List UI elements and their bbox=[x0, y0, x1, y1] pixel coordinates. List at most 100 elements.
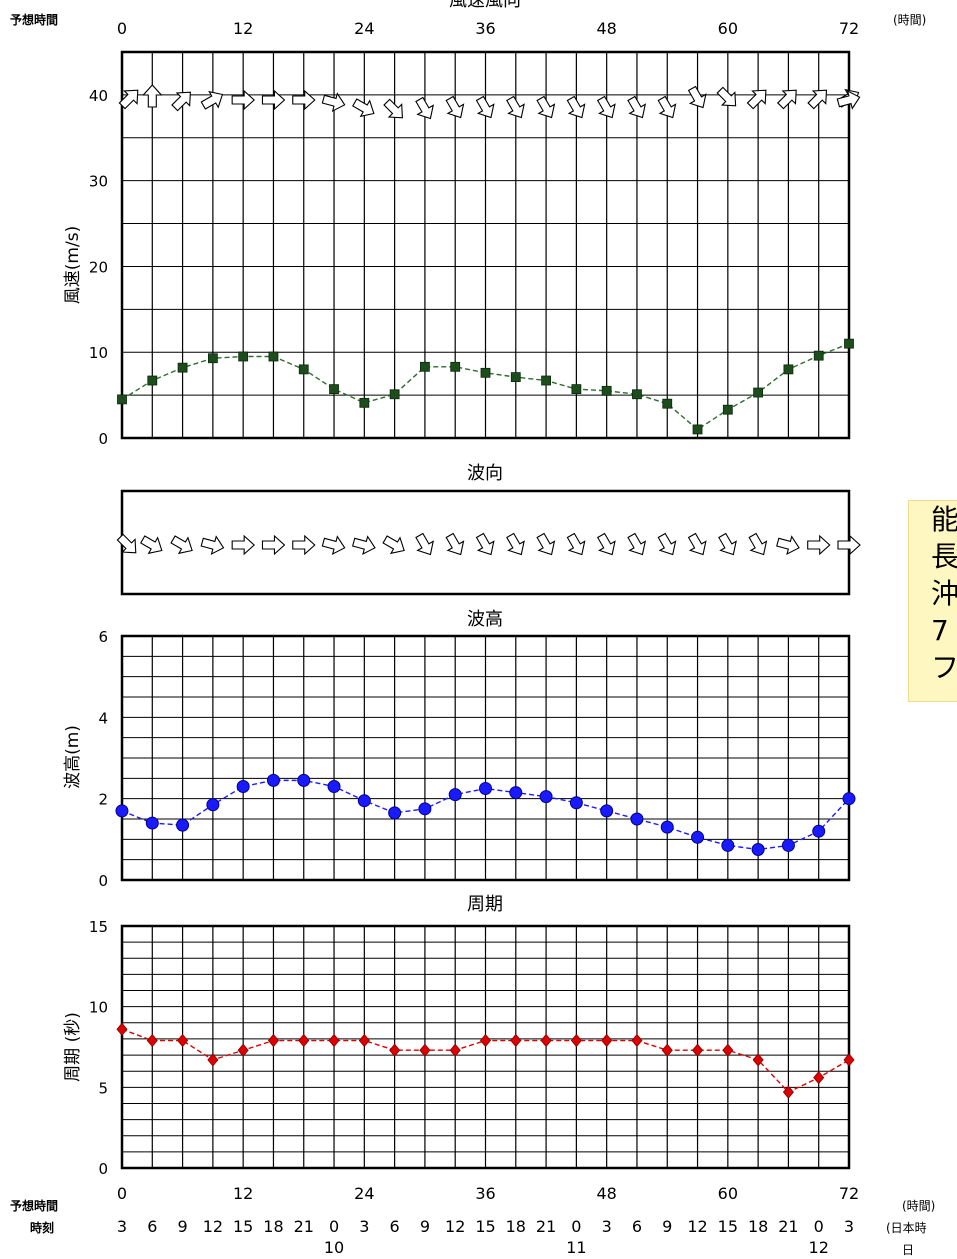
data-point bbox=[176, 818, 190, 832]
y-tick-label: 2 bbox=[98, 791, 108, 809]
direction-arrow bbox=[231, 534, 255, 556]
annotation-line: 長 bbox=[931, 540, 957, 573]
data-point bbox=[479, 782, 492, 795]
data-point bbox=[115, 804, 129, 818]
data-point bbox=[236, 779, 250, 793]
direction-arrow bbox=[718, 532, 737, 556]
data-point bbox=[510, 372, 521, 382]
panel-title-period: 周期 bbox=[467, 894, 503, 915]
data-point bbox=[601, 1033, 613, 1048]
direction-arrow bbox=[776, 535, 800, 556]
direction-arrow bbox=[807, 89, 828, 110]
direction-arrow bbox=[352, 98, 375, 118]
data-point bbox=[298, 364, 309, 375]
direction-arrow bbox=[351, 535, 376, 556]
direction-arrow bbox=[837, 534, 861, 556]
direction-arrow bbox=[170, 535, 193, 555]
y-tick-label: 40 bbox=[89, 87, 108, 105]
data-point bbox=[691, 830, 705, 844]
clock-tick-label: 6 bbox=[390, 1217, 400, 1236]
data-point bbox=[480, 367, 491, 378]
data-point bbox=[570, 1033, 582, 1048]
clock-tick-label: 18 bbox=[506, 1217, 526, 1236]
bottom-hours-unit: (時間) bbox=[902, 1199, 935, 1213]
data-point bbox=[267, 1033, 279, 1048]
y-tick-label: 4 bbox=[98, 709, 108, 727]
annotation-line: フ bbox=[931, 651, 957, 684]
direction-arrow bbox=[836, 89, 861, 110]
data-point bbox=[782, 1085, 794, 1099]
data-point bbox=[418, 802, 432, 816]
bottom-jst-label: (日本時 bbox=[886, 1221, 927, 1235]
day-marker-label: 11 bbox=[566, 1238, 586, 1257]
direction-arrow bbox=[292, 89, 316, 111]
clock-tick-label: 21 bbox=[778, 1217, 798, 1236]
data-point bbox=[813, 1071, 825, 1085]
clock-tick-label: 9 bbox=[662, 1217, 672, 1236]
top-x-tick-label: 12 bbox=[233, 19, 253, 38]
bottom-x-tick-label: 0 bbox=[117, 1184, 127, 1203]
bottom-x-tick-label: 48 bbox=[596, 1184, 616, 1203]
top-x-tick-label: 72 bbox=[839, 19, 859, 38]
annotation-note: 能 長 沖 7 フ bbox=[908, 500, 957, 702]
direction-arrow bbox=[261, 89, 286, 111]
wind-speed-panel: 0 10 20 30 40 bbox=[89, 50, 861, 448]
clock-tick-label: 15 bbox=[718, 1217, 738, 1236]
day-marker-label: 12 bbox=[809, 1238, 829, 1257]
wave-height-panel: 0 2 4 6 bbox=[98, 628, 856, 890]
clock-tick-label: 21 bbox=[536, 1217, 556, 1236]
direction-arrow bbox=[746, 89, 767, 110]
annotation-line: 7 bbox=[931, 614, 949, 647]
clock-tick-label: 18 bbox=[748, 1217, 768, 1236]
data-point bbox=[419, 1043, 431, 1057]
clock-tick-label: 6 bbox=[632, 1217, 642, 1236]
annotation-line: 能 bbox=[931, 503, 957, 536]
data-point bbox=[448, 788, 462, 802]
direction-arrow bbox=[566, 532, 586, 556]
top-x-tick-label: 24 bbox=[354, 19, 374, 38]
direction-arrow bbox=[445, 532, 465, 556]
data-point bbox=[206, 798, 220, 812]
direction-arrow bbox=[321, 535, 346, 556]
top-x-tick-label: 60 bbox=[718, 19, 738, 38]
clock-tick-label: 15 bbox=[475, 1217, 495, 1236]
data-point bbox=[630, 812, 644, 826]
y-tick-label: 10 bbox=[89, 999, 108, 1017]
clock-tick-label: 3 bbox=[844, 1217, 854, 1236]
direction-arrow bbox=[687, 85, 707, 109]
data-point bbox=[237, 1043, 249, 1057]
bottom-time-label: 時刻 bbox=[30, 1220, 54, 1235]
y-tick-label: 0 bbox=[98, 430, 108, 448]
data-point bbox=[631, 1033, 643, 1048]
direction-arrow bbox=[627, 532, 647, 556]
data-point bbox=[479, 1033, 492, 1048]
data-point bbox=[632, 389, 642, 400]
annotation-line: 沖 bbox=[931, 577, 957, 610]
data-point bbox=[812, 824, 826, 838]
data-point bbox=[297, 773, 311, 787]
top-x-tick-label: 0 bbox=[117, 19, 127, 38]
data-point bbox=[389, 1043, 401, 1057]
direction-arrow bbox=[506, 95, 525, 119]
data-point bbox=[843, 1053, 855, 1067]
bottom-x-tick-label: 12 bbox=[233, 1184, 253, 1203]
data-point bbox=[357, 794, 371, 808]
bottom-x-tick-label: 24 bbox=[354, 1184, 374, 1203]
data-point bbox=[389, 389, 400, 400]
direction-arrow bbox=[657, 95, 677, 119]
data-point bbox=[420, 361, 430, 372]
clock-tick-label: 15 bbox=[233, 1217, 253, 1236]
bottom-x-tick-label: 72 bbox=[839, 1184, 859, 1203]
direction-arrow bbox=[383, 98, 403, 119]
top-x-tick-label: 48 bbox=[596, 19, 616, 38]
data-point bbox=[692, 1043, 704, 1057]
direction-arrow bbox=[231, 89, 255, 111]
y-tick-label: 5 bbox=[98, 1079, 108, 1097]
clock-tick-label: 12 bbox=[203, 1217, 223, 1236]
data-point bbox=[207, 353, 218, 364]
data-point bbox=[145, 816, 159, 830]
data-point bbox=[600, 804, 614, 818]
panel-title-wave-height: 波高 bbox=[467, 609, 503, 630]
data-point bbox=[116, 1022, 128, 1036]
direction-arrow bbox=[536, 95, 556, 119]
